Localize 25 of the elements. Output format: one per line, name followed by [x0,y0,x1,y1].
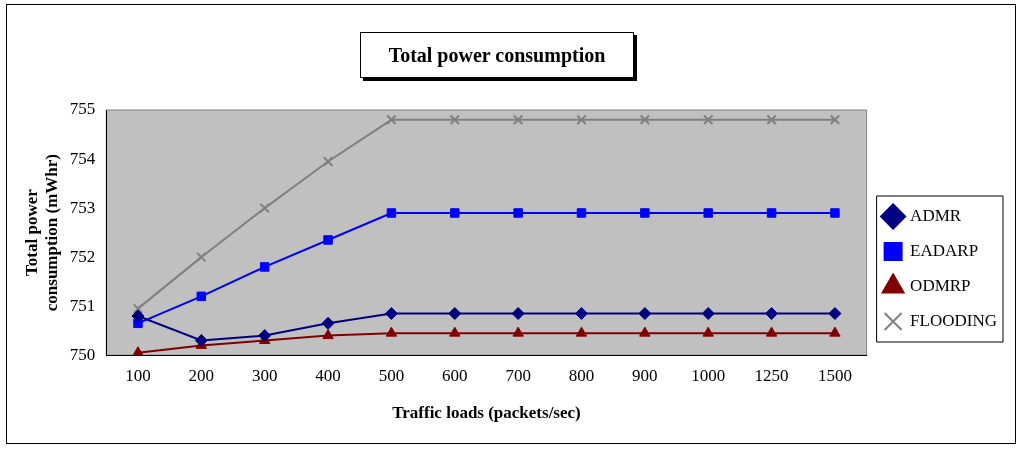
x-tick-label: 900 [632,365,658,385]
x-tick-label: 1000 [691,365,726,385]
y-axis-title: Total power consumption (mWhr) [21,153,61,312]
y-tick-label: 750 [69,344,96,364]
x-tick-label: 500 [378,365,405,385]
x-tick-label: 700 [505,365,531,385]
x-tick-label: 100 [125,365,151,385]
x-axis-title: Traffic loads (packets/sec) [392,403,581,423]
y-tick-label: 752 [69,246,96,266]
x-tick-label: 600 [442,365,468,385]
legend-label: FLOODING [910,310,998,330]
x-tick-label: 1250 [754,365,789,385]
x-tick-label: 300 [251,365,278,385]
x-tick-label: 800 [568,365,595,385]
y-tick-label: 751 [69,295,96,315]
y-tick-label: 754 [69,148,96,168]
chart-title: Total power consumption [360,32,634,78]
x-tick-label: 1500 [817,365,852,385]
x-tick-label: 400 [315,365,341,385]
x-tick-label: 200 [188,365,215,385]
legend-label: ODMRP [910,275,971,295]
y-tick-label: 753 [69,197,96,217]
legend-label: ADMR [910,205,962,225]
y-tick-label: 755 [69,99,96,119]
legend-label: EADARP [910,240,979,260]
